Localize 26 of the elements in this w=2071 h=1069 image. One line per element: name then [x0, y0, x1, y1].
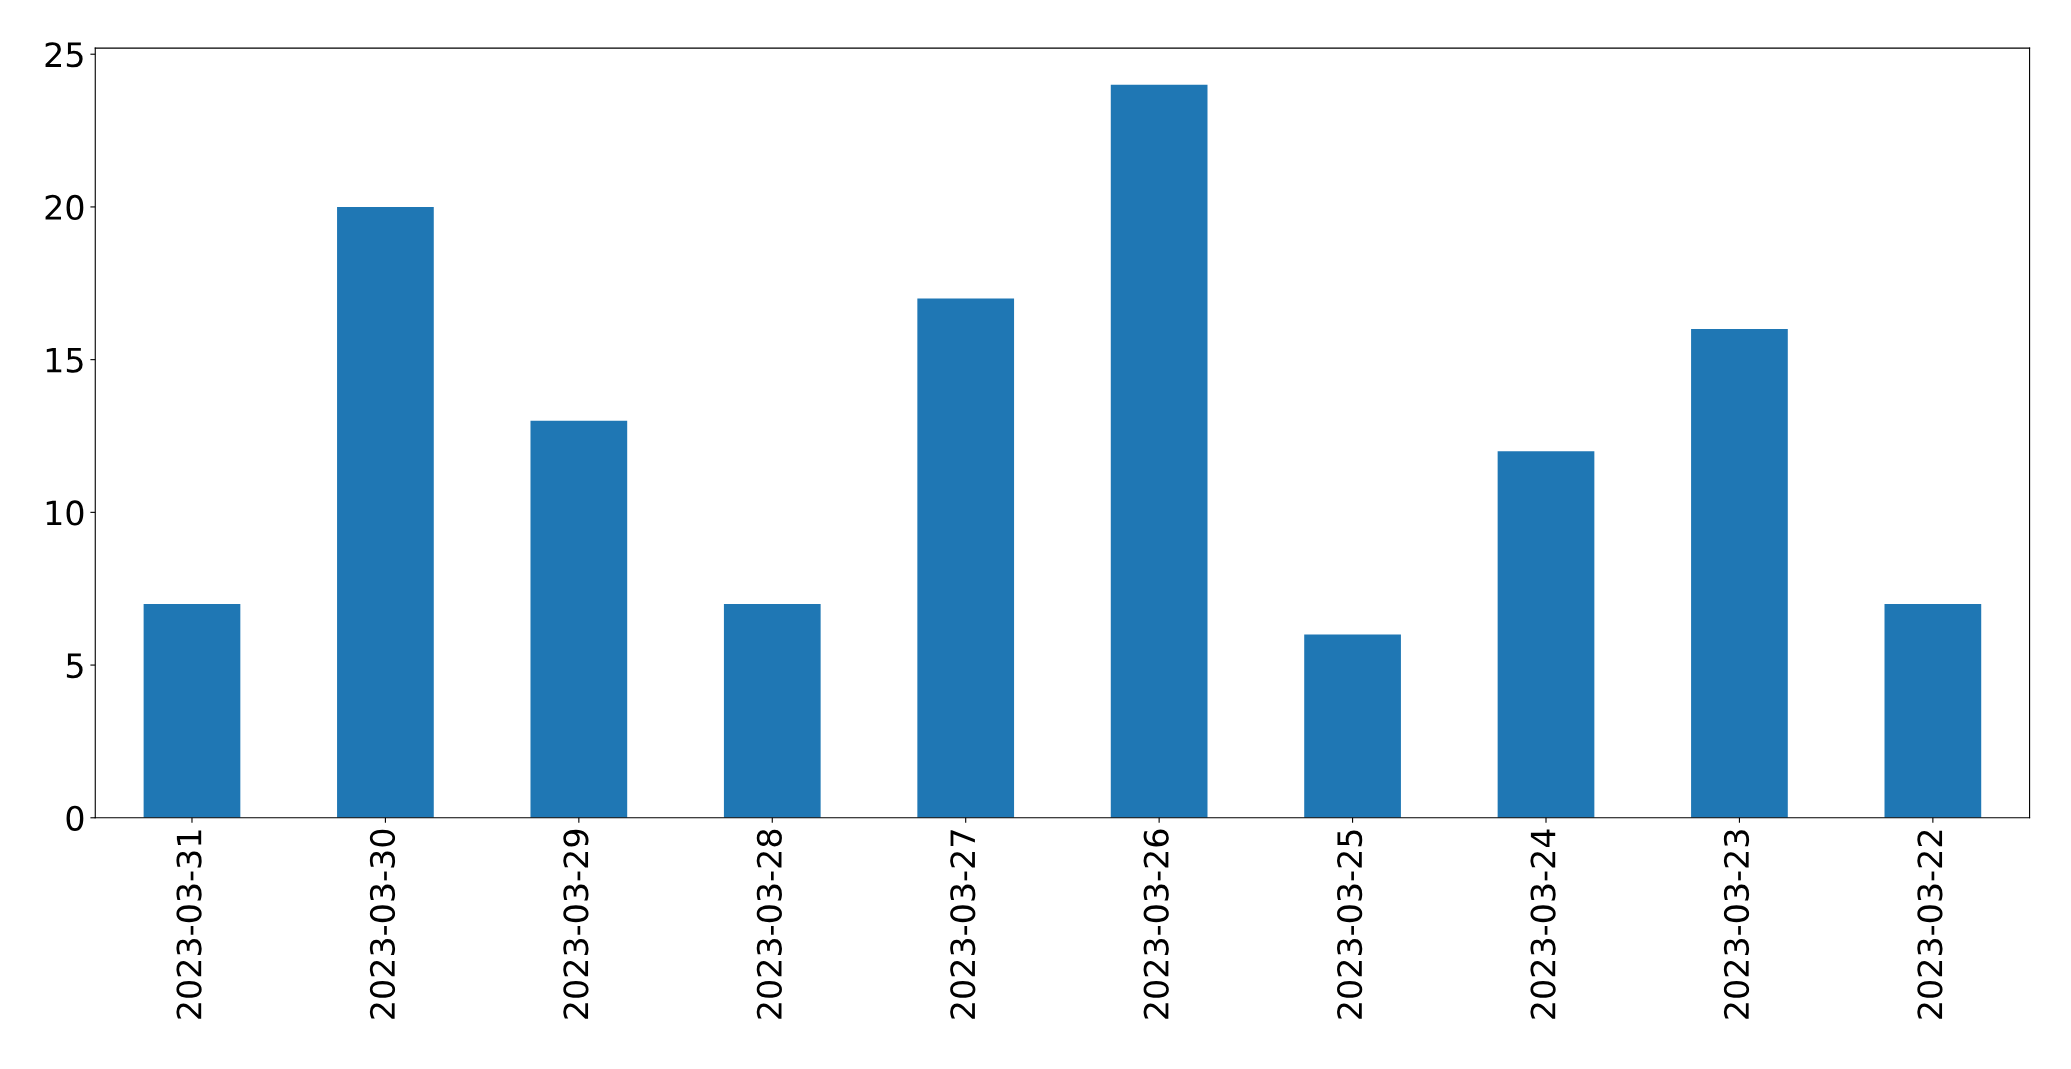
bar [917, 298, 1015, 818]
y-tick-label: 5 [66, 653, 83, 679]
y-tick-label: 15 [46, 348, 83, 373]
x-tick-label: 2023-03-28 [756, 829, 782, 1019]
x-tick-label: 2023-03-27 [950, 830, 976, 1019]
x-tick-label: 2023-03-29 [563, 829, 589, 1019]
x-tick-label: 2023-03-31 [176, 830, 202, 1019]
bar [1110, 84, 1208, 818]
bar [1304, 634, 1401, 818]
bar [1497, 451, 1595, 818]
y-tick-label: 20 [45, 194, 84, 221]
bar [1691, 329, 1788, 818]
x-tick-label: 2023-03-22 [1917, 830, 1943, 1019]
y-tick-label: 0 [66, 805, 84, 831]
bar [723, 603, 821, 818]
bar [530, 420, 628, 818]
bar [337, 206, 434, 818]
x-tick-label: 2023-03-25 [1337, 830, 1363, 1019]
x-tick-label: 2023-03-30 [369, 829, 396, 1019]
x-tick-label: 2023-03-24 [1530, 829, 1556, 1019]
x-tick-label: 2023-03-26 [1143, 829, 1169, 1019]
bar [1884, 603, 1982, 818]
bar [143, 603, 241, 818]
y-tick-label: 25 [45, 42, 83, 68]
y-tick-label: 10 [46, 500, 84, 526]
x-tick-label: 2023-03-23 [1723, 830, 1750, 1019]
